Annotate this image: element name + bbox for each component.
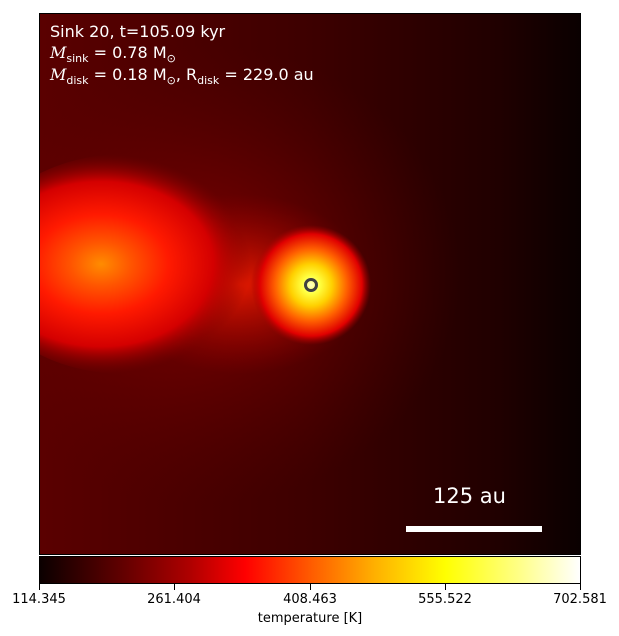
colorbar-tick-label: 261.404 (147, 592, 201, 607)
sink-marker (304, 278, 318, 292)
colorbar-label: temperature [K] (257, 611, 363, 626)
title-line-3: Mdisk = 0.18 M⊙, Rdisk = 229.0 au (50, 65, 314, 88)
colorbar-tick-label: 702.581 (553, 592, 607, 607)
colorbar-tick-label: 408.463 (283, 592, 337, 607)
scale-bar-label: 125 au (433, 484, 506, 508)
colorbar-tick-label: 114.345 (12, 592, 66, 607)
title-line-1: Sink 20, t=105.09 kyr (50, 22, 226, 41)
colorbar-tick (174, 584, 175, 590)
colorbar-tick (445, 584, 446, 590)
temperature-map: Sink 20, t=105.09 kyr Msink = 0.78 M⊙ Md… (39, 13, 581, 555)
hot-region (40, 154, 275, 374)
sink-glow (251, 225, 371, 345)
colorbar-tick-label: 555.522 (418, 592, 472, 607)
colorbar (39, 556, 581, 584)
title-line-2: Msink = 0.78 M⊙ (50, 43, 176, 66)
colorbar-tick (580, 584, 581, 590)
colorbar-tick (39, 584, 40, 590)
heatmap-canvas (40, 14, 580, 554)
scale-bar (406, 526, 542, 532)
colorbar-tick (310, 584, 311, 590)
